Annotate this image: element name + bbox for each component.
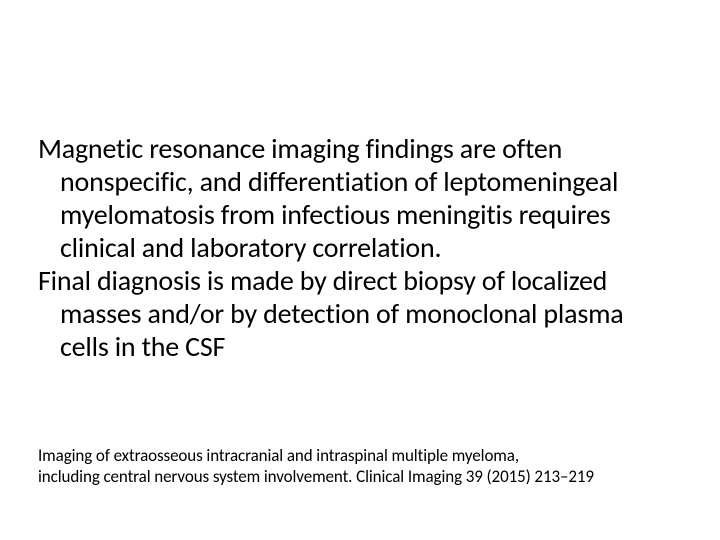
paragraph-1: Magnetic resonance imaging findings are … (38, 132, 674, 264)
paragraph-2: Final diagnosis is made by direct biopsy… (38, 264, 674, 363)
citation-block: Imaging of extraosseous intracranial and… (38, 446, 682, 487)
citation-line-1: Imaging of extraosseous intracranial and… (38, 446, 682, 467)
citation-line-2: including central nervous system involve… (38, 467, 682, 488)
slide: Magnetic resonance imaging findings are … (0, 0, 720, 540)
body-text-block: Magnetic resonance imaging findings are … (38, 132, 674, 363)
